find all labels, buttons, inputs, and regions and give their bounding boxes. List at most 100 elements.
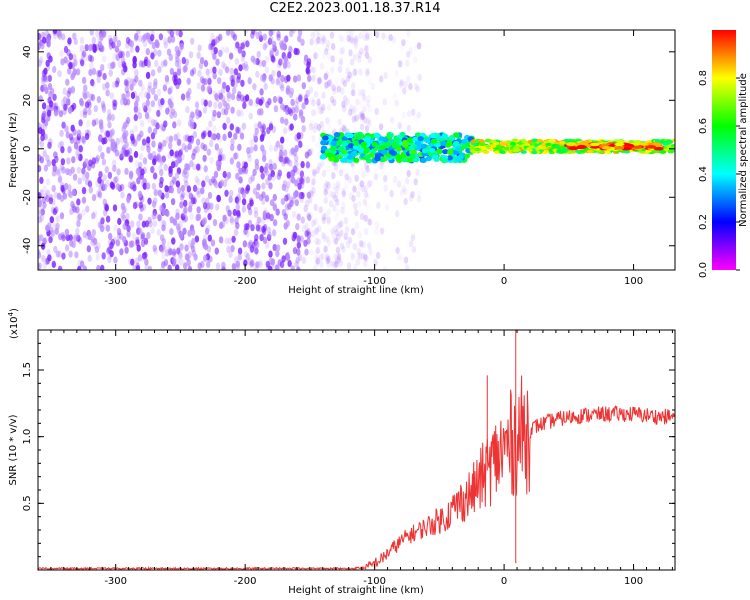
noise-mark bbox=[151, 140, 156, 148]
noise-mark bbox=[321, 103, 326, 112]
noise-mark bbox=[81, 167, 86, 175]
noise-mark bbox=[62, 87, 67, 95]
noise-mark bbox=[306, 237, 311, 245]
noise-mark bbox=[207, 100, 213, 108]
noise-mark bbox=[207, 84, 212, 92]
noise-mark bbox=[342, 80, 348, 88]
noise-mark bbox=[364, 125, 370, 133]
noise-mark bbox=[215, 36, 220, 44]
noise-mark bbox=[366, 117, 371, 125]
noise-mark bbox=[72, 205, 77, 213]
noise-mark bbox=[76, 220, 81, 228]
noise-mark bbox=[197, 163, 202, 172]
noise-mark bbox=[112, 159, 117, 167]
noise-mark bbox=[207, 77, 212, 86]
noise-mark bbox=[108, 232, 113, 241]
noise-mark bbox=[362, 241, 367, 249]
noise-mark bbox=[321, 232, 326, 240]
noise-mark bbox=[330, 66, 335, 74]
noise-mark bbox=[136, 106, 141, 114]
noise-mark bbox=[193, 253, 198, 261]
noise-mark bbox=[289, 87, 295, 95]
noise-mark bbox=[125, 41, 130, 49]
noise-mark bbox=[248, 98, 254, 107]
noise-mark bbox=[112, 52, 117, 61]
noise-mark bbox=[193, 146, 198, 154]
noise-mark bbox=[253, 262, 258, 270]
noise-mark bbox=[196, 178, 201, 186]
noise-mark bbox=[406, 50, 411, 59]
noise-mark bbox=[68, 62, 73, 70]
noise-mark bbox=[318, 107, 323, 115]
noise-mark bbox=[72, 68, 78, 76]
noise-mark bbox=[225, 85, 230, 93]
noise-mark bbox=[365, 99, 370, 107]
noise-mark bbox=[121, 144, 127, 152]
noise-mark bbox=[125, 36, 131, 45]
noise-mark bbox=[47, 141, 52, 149]
band-mark bbox=[632, 145, 643, 149]
noise-mark bbox=[335, 256, 341, 264]
band-mark bbox=[568, 146, 579, 150]
noise-mark bbox=[321, 103, 326, 111]
noise-mark bbox=[52, 208, 58, 216]
noise-mark bbox=[265, 260, 270, 268]
noise-mark bbox=[180, 213, 186, 221]
noise-mark bbox=[319, 205, 324, 214]
noise-mark bbox=[339, 229, 344, 237]
noise-mark bbox=[142, 182, 147, 190]
noise-mark bbox=[87, 254, 92, 262]
noise-mark bbox=[364, 162, 369, 170]
band-mark bbox=[482, 150, 490, 154]
noise-mark bbox=[90, 94, 96, 102]
x-tick-label: -100 bbox=[363, 276, 386, 287]
noise-mark bbox=[405, 59, 410, 67]
noise-mark bbox=[110, 238, 116, 246]
noise-mark bbox=[242, 240, 248, 248]
noise-mark bbox=[66, 90, 71, 98]
noise-mark bbox=[255, 240, 260, 248]
noise-mark bbox=[167, 247, 172, 255]
noise-mark bbox=[125, 212, 130, 220]
noise-mark bbox=[205, 224, 211, 232]
noise-mark bbox=[296, 266, 301, 270]
noise-mark bbox=[357, 56, 362, 64]
noise-mark bbox=[176, 68, 182, 76]
noise-mark bbox=[81, 50, 87, 58]
noise-mark bbox=[208, 255, 213, 263]
noise-mark bbox=[236, 72, 241, 80]
noise-mark bbox=[286, 171, 291, 179]
noise-mark bbox=[235, 41, 240, 49]
noise-mark bbox=[340, 87, 345, 95]
noise-mark bbox=[308, 123, 314, 131]
noise-mark bbox=[246, 147, 251, 155]
noise-mark bbox=[311, 178, 316, 186]
noise-mark bbox=[317, 206, 323, 214]
noise-mark bbox=[138, 213, 143, 221]
noise-mark bbox=[180, 184, 186, 193]
noise-mark bbox=[116, 228, 122, 236]
noise-mark bbox=[315, 166, 320, 174]
noise-mark bbox=[168, 165, 173, 173]
noise-mark bbox=[179, 42, 184, 51]
noise-mark bbox=[70, 124, 75, 132]
noise-mark bbox=[363, 214, 368, 222]
noise-mark bbox=[293, 165, 298, 173]
noise-mark bbox=[135, 265, 141, 270]
noise-mark bbox=[357, 51, 362, 59]
noise-mark bbox=[163, 41, 168, 49]
noise-mark bbox=[298, 112, 304, 120]
band-mark bbox=[493, 150, 501, 154]
noise-mark bbox=[399, 79, 405, 87]
noise-mark bbox=[247, 155, 252, 163]
noise-mark bbox=[367, 218, 372, 226]
noise-mark bbox=[261, 197, 266, 206]
noise-mark bbox=[182, 227, 187, 235]
noise-mark bbox=[325, 257, 330, 265]
band-mark bbox=[441, 158, 448, 164]
noise-mark bbox=[416, 42, 422, 50]
noise-mark bbox=[119, 153, 124, 161]
noise-mark bbox=[333, 225, 338, 233]
noise-mark bbox=[189, 110, 195, 118]
